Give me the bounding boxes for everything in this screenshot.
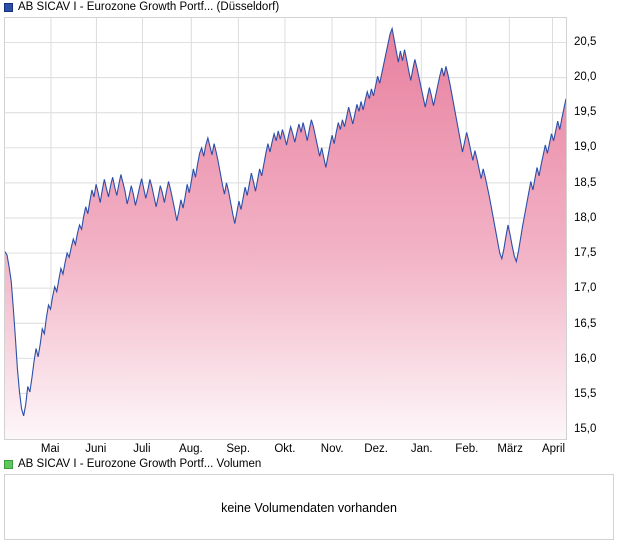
- price-plot-svg: [5, 18, 566, 439]
- y-axis-tick-label: 19,5: [574, 106, 597, 119]
- price-plot-area: [4, 17, 567, 440]
- x-axis-tick-label: Juni: [85, 443, 107, 455]
- volume-plot-area: keine Volumendaten vorhanden: [4, 474, 614, 540]
- price-legend-label: AB SICAV I - Eurozone Growth Portf... (D…: [18, 1, 280, 13]
- legend-square-icon: [4, 459, 13, 469]
- x-axis-tick-label: März: [497, 443, 523, 455]
- y-axis-tick-label: 18,5: [574, 176, 597, 189]
- price-legend: AB SICAV I - Eurozone Growth Portf... (D…: [0, 0, 620, 14]
- x-axis-tick-label: Aug.: [179, 443, 203, 455]
- y-axis-tick-label: 18,0: [574, 211, 597, 224]
- x-axis: Mai Juni Juli Aug. Sep. Okt. Nov. Dez. Jan. Feb. M…: [4, 441, 567, 459]
- y-axis-tick-label: 20,0: [574, 70, 597, 83]
- x-axis-tick-label: Nov.: [320, 443, 344, 455]
- legend-square-icon: [4, 2, 13, 12]
- y-axis: 20,5 20,0 19,5 19,0 18,5 18,0 17,5 17,0 16,5 16,0…: [570, 17, 620, 440]
- x-axis-tick-label: Juli: [133, 443, 151, 455]
- x-axis-tick-label: Mai: [40, 443, 60, 455]
- price-line: [5, 26, 566, 417]
- y-axis-tick-label: 16,0: [574, 352, 597, 365]
- volume-empty-message: keine Volumendaten vorhanden: [221, 501, 397, 515]
- y-axis-tick-label: 19,0: [574, 141, 597, 154]
- volume-chart-block: keine Volumendaten vorhanden: [0, 474, 620, 540]
- x-axis-tick-label: Dez.: [364, 443, 388, 455]
- x-axis-tick-label: Okt.: [274, 443, 296, 455]
- y-axis-tick-label: 17,0: [574, 282, 597, 295]
- volume-legend-label: AB SICAV I - Eurozone Growth Portf... Vo…: [18, 458, 262, 470]
- y-axis-tick-label: 15,5: [574, 388, 597, 401]
- x-axis-tick-label: Jan.: [410, 443, 433, 455]
- x-axis-tick-label: April: [541, 443, 566, 455]
- price-area-fill: [5, 28, 566, 439]
- y-axis-tick-label: 20,5: [574, 35, 597, 48]
- price-chart-block: 20,5 20,0 19,5 19,0 18,5 18,0 17,5 17,0 16,5 16,0…: [0, 17, 620, 457]
- y-axis-tick-label: 16,5: [574, 317, 597, 330]
- volume-legend: AB SICAV I - Eurozone Growth Portf... Vo…: [0, 457, 620, 471]
- x-axis-tick-label: Sep.: [226, 443, 251, 455]
- x-axis-tick-label: Feb.: [455, 443, 479, 455]
- y-axis-tick-label: 15,0: [574, 423, 597, 436]
- y-axis-tick-label: 17,5: [574, 247, 597, 260]
